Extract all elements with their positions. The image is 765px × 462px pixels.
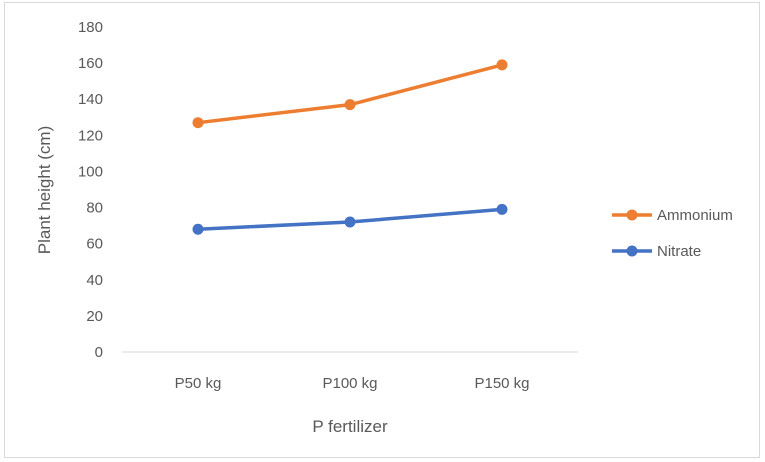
legend-label-nitrate: Nitrate [657,243,701,260]
legend-marker-nitrate [626,245,638,257]
data-point-ammonium [192,117,204,129]
chart-frame [4,2,760,458]
y-tick-label: 0 [95,344,103,361]
series-layer [192,59,508,235]
y-tick-label: 140 [78,91,103,108]
y-tick-label: 120 [78,127,103,144]
x-tick-label: P50 kg [175,375,222,392]
data-point-ammonium [496,59,508,71]
y-tick-label: 60 [86,236,103,253]
data-point-ammonium [344,99,356,111]
data-point-nitrate [496,203,508,215]
data-point-nitrate [344,216,356,228]
x-axis-title: P fertilizer [312,417,388,436]
y-tick-label: 180 [78,19,103,36]
series-line-ammonium [196,63,504,125]
y-tick-label: 40 [86,272,103,289]
y-tick-label: 20 [86,308,103,325]
x-axis-ticks: P50 kg P100 kg P150 kg [175,375,530,392]
y-axis-ticks: 0 20 40 60 80 100 120 140 160 180 [78,19,103,361]
y-tick-label: 80 [86,200,103,217]
y-tick-label: 160 [78,55,103,72]
legend-marker-ammonium [626,209,638,221]
x-tick-label: P150 kg [474,375,529,392]
legend: Ammonium Nitrate [612,207,733,260]
x-tick-label: P100 kg [322,375,377,392]
y-tick-label: 100 [78,163,103,180]
data-point-nitrate [192,223,204,235]
legend-label-ammonium: Ammonium [657,207,733,224]
y-axis-title: Plant height (cm) [35,126,54,255]
